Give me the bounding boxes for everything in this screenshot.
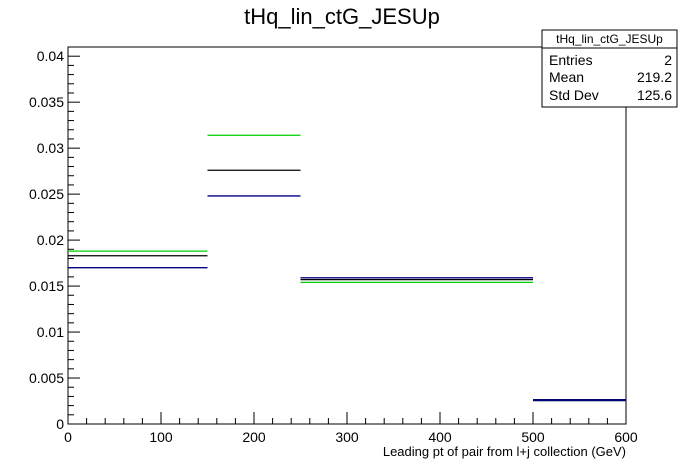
y-tick-label: 0.005: [29, 370, 64, 386]
stats-stddev-value: 125.6: [637, 87, 672, 103]
y-tick-label: 0.04: [37, 48, 64, 64]
y-tick-label: 0.03: [37, 140, 64, 156]
y-tick-label: 0: [56, 416, 64, 432]
x-tick-label: 0: [64, 429, 72, 445]
x-axis: 0 100 200 300 400 500 600: [64, 412, 638, 445]
stats-entries-label: Entries: [549, 52, 593, 68]
stats-box-frame: [541, 29, 678, 108]
chart-title: tHq_lin_ctG_JESUp: [244, 4, 440, 29]
y-tick-label: 0.02: [37, 232, 64, 248]
x-tick-label: 400: [428, 429, 452, 445]
y-tick-label: 0.025: [29, 186, 64, 202]
y-tick-label: 0.015: [29, 278, 64, 294]
stats-entries-value: 2: [664, 52, 672, 68]
x-tick-label: 100: [149, 429, 173, 445]
stats-mean-label: Mean: [549, 69, 584, 85]
stats-mean-value: 219.2: [637, 69, 672, 85]
y-tick-label: 0.01: [37, 324, 64, 340]
stats-stddev-label: Std Dev: [549, 87, 599, 103]
x-tick-label: 300: [335, 429, 359, 445]
x-tick-label: 200: [242, 429, 266, 445]
histogram-series: [68, 134, 626, 402]
stats-box-title: tHq_lin_ctG_JESUp: [556, 32, 663, 46]
y-axis: 0 0.005 0.01 0.015 0.02 0.025 0.03 0.035 0.04: [29, 48, 80, 432]
y-tick-label: 0.035: [29, 94, 64, 110]
x-axis-label: Leading pt of pair from l+j collection (…: [383, 444, 626, 459]
stats-box: tHq_lin_ctG_JESUp Entries 2 Mean 219.2 S…: [541, 29, 678, 108]
x-tick-label: 600: [614, 429, 638, 445]
x-tick-label: 500: [521, 429, 545, 445]
